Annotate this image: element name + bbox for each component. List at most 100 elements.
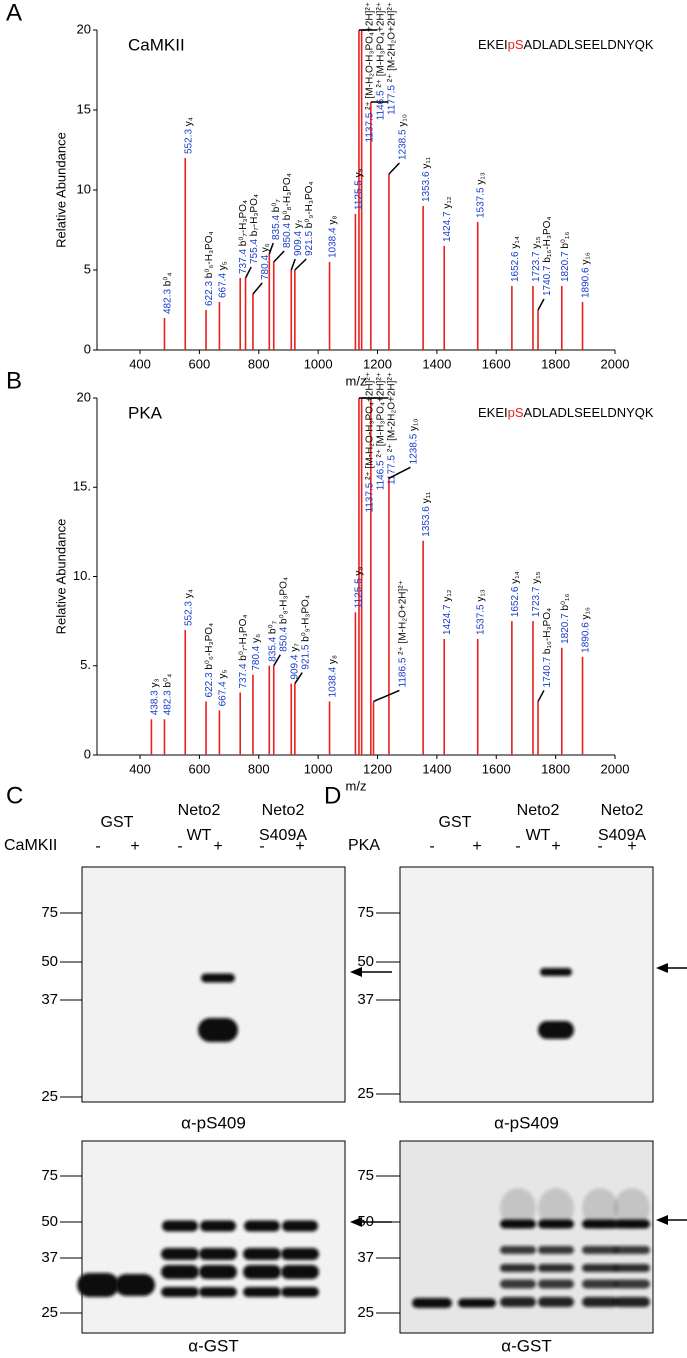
- peak-mz: 1740.7: [542, 656, 553, 687]
- group-label: GST: [101, 814, 134, 831]
- peak-label: 780.4 y₆: [260, 243, 271, 280]
- y-tick-label: 5: [84, 261, 91, 276]
- peak-mz: 1186.5: [397, 657, 408, 687]
- mw-marker: 25: [41, 1304, 58, 1321]
- group-label: S409A: [598, 827, 646, 844]
- band: [582, 1246, 618, 1254]
- x-tick-label: 1000: [304, 761, 333, 776]
- peak-mz: 850.4: [282, 223, 293, 248]
- group-label: Neto2: [517, 802, 560, 819]
- enzyme-label: PKA: [348, 837, 380, 854]
- band: [614, 1297, 650, 1307]
- band: [538, 1264, 574, 1272]
- peak-ion: y₁₁: [421, 156, 432, 168]
- peak-ion: b⁰₇-H₃PO₄: [238, 615, 249, 661]
- band: [282, 1220, 318, 1232]
- x-tick-label: 1200: [363, 356, 392, 371]
- chart-title: CaMKII: [128, 35, 185, 54]
- band: [582, 1264, 618, 1272]
- x-tick-label: 1400: [422, 356, 451, 371]
- peak-mz: 482.3: [162, 289, 173, 314]
- x-tick-label: 2000: [601, 761, 630, 776]
- peak-ion: y₉: [353, 168, 364, 177]
- peak-label: 1820.7 b⁰₁₆: [559, 594, 570, 644]
- peak-ion: y₈: [327, 655, 338, 664]
- leader: [537, 690, 545, 702]
- enzyme-label: CaMKII: [4, 837, 57, 854]
- band: [243, 1265, 281, 1279]
- mw-marker: 37: [357, 1249, 374, 1266]
- peak-ion: y₁₂: [442, 196, 453, 208]
- leader: [373, 689, 400, 703]
- peak-mz: 482.3: [162, 690, 173, 715]
- peak-ion: b⁰₁₆: [559, 232, 570, 249]
- peak-ion: b⁰₉-H₃PO₄: [304, 181, 315, 228]
- peptide: EKEIpSADLADLSEELDNYQK: [478, 405, 654, 420]
- peak-mz: 552.3: [183, 601, 194, 626]
- peak-ion: y₁₂: [442, 589, 453, 601]
- peak-ion: y₄: [183, 589, 194, 598]
- peak-mz: 1146.5: [375, 460, 386, 490]
- peak-ion: b⁰₇: [267, 620, 278, 634]
- group-label: WT: [187, 827, 212, 844]
- x-tick-label: 400: [129, 356, 151, 371]
- lane-sign: -: [429, 838, 434, 855]
- peak-label: 1353.6 y₁₁: [421, 491, 432, 537]
- lane-sign: +: [295, 838, 304, 855]
- band: [412, 1298, 452, 1308]
- group-label: Neto2: [178, 802, 221, 819]
- peak-label: 1652.6 y₁₄: [510, 236, 521, 282]
- peak-ion: y₉: [353, 567, 364, 576]
- peak-ion: y₃: [149, 678, 160, 687]
- peak-label: 1723.7 y₁₅: [531, 236, 542, 282]
- peak-mz: 921.5: [300, 644, 311, 669]
- peak-label: 1137.5 ²⁺ [M-H₂O-H₃PO₄+2H]²⁺: [364, 372, 375, 513]
- peak-mz: 622.3: [204, 281, 215, 306]
- arrow-head: [656, 963, 668, 973]
- peak-ion: b⁰₆-H₃PO₄: [204, 623, 215, 670]
- arrow-head: [350, 967, 362, 977]
- group-label: Neto2: [601, 802, 644, 819]
- x-tick-label: 1400: [422, 761, 451, 776]
- mw-marker: 25: [41, 1088, 58, 1105]
- band: [500, 1264, 536, 1272]
- peak-ion: ²⁺ [M-2H₂O+2H]²⁺: [386, 372, 397, 452]
- band: [243, 1287, 281, 1297]
- peak-label: 909.4 y₇: [293, 219, 304, 256]
- peak-label: 1137.5 ²⁺ [M-H₂O-H₃PO₄+2H]²⁺: [364, 2, 375, 143]
- mw-marker: 25: [357, 1304, 374, 1321]
- band: [500, 1279, 536, 1289]
- peak-ion: y₁₃: [475, 589, 486, 601]
- leader: [537, 298, 545, 311]
- peak-label: 1238.5 y₁₀: [408, 418, 419, 464]
- peak-label: 1125.5 y₉: [353, 168, 364, 210]
- band: [201, 973, 235, 983]
- peak-mz: 1424.7: [442, 211, 453, 242]
- peak-mz: 1125.5: [353, 180, 364, 210]
- peak-mz: 1723.7: [531, 251, 542, 282]
- panel-letter: B: [6, 367, 22, 394]
- peak-label: 552.3 y₄: [183, 589, 194, 626]
- peak-mz: 622.3: [204, 672, 215, 697]
- peak-ion: b⁰₁₆: [559, 594, 570, 611]
- peak-mz: 1177.5: [386, 85, 397, 115]
- peptide-part: EKEI: [478, 37, 508, 52]
- band: [538, 1188, 574, 1228]
- y-tick-label: 20: [77, 21, 91, 36]
- peak-label: 1652.6 y₁₄: [510, 571, 521, 617]
- peak-ion: y₁₅: [531, 236, 542, 248]
- peak-mz: 667.4: [217, 273, 228, 298]
- peak-ion: y₁₄: [510, 236, 521, 248]
- band: [199, 1265, 237, 1279]
- peak-ion: ²⁺ [M-H₂O-H₃PO₄+2H]²⁺: [364, 2, 375, 110]
- chart-title: PKA: [128, 403, 163, 422]
- lane-sign: +: [551, 838, 560, 855]
- band: [614, 1188, 650, 1228]
- peak-label: 1424.7 y₁₂: [442, 589, 453, 635]
- peak-ion: y₁₆: [580, 607, 591, 619]
- lane-sign: -: [177, 838, 182, 855]
- lane-sign: -: [95, 838, 100, 855]
- leader: [290, 258, 296, 271]
- peak-ion: b⁰₈-H₃PO₄: [278, 577, 289, 624]
- peak-mz: 1146.5: [375, 90, 386, 120]
